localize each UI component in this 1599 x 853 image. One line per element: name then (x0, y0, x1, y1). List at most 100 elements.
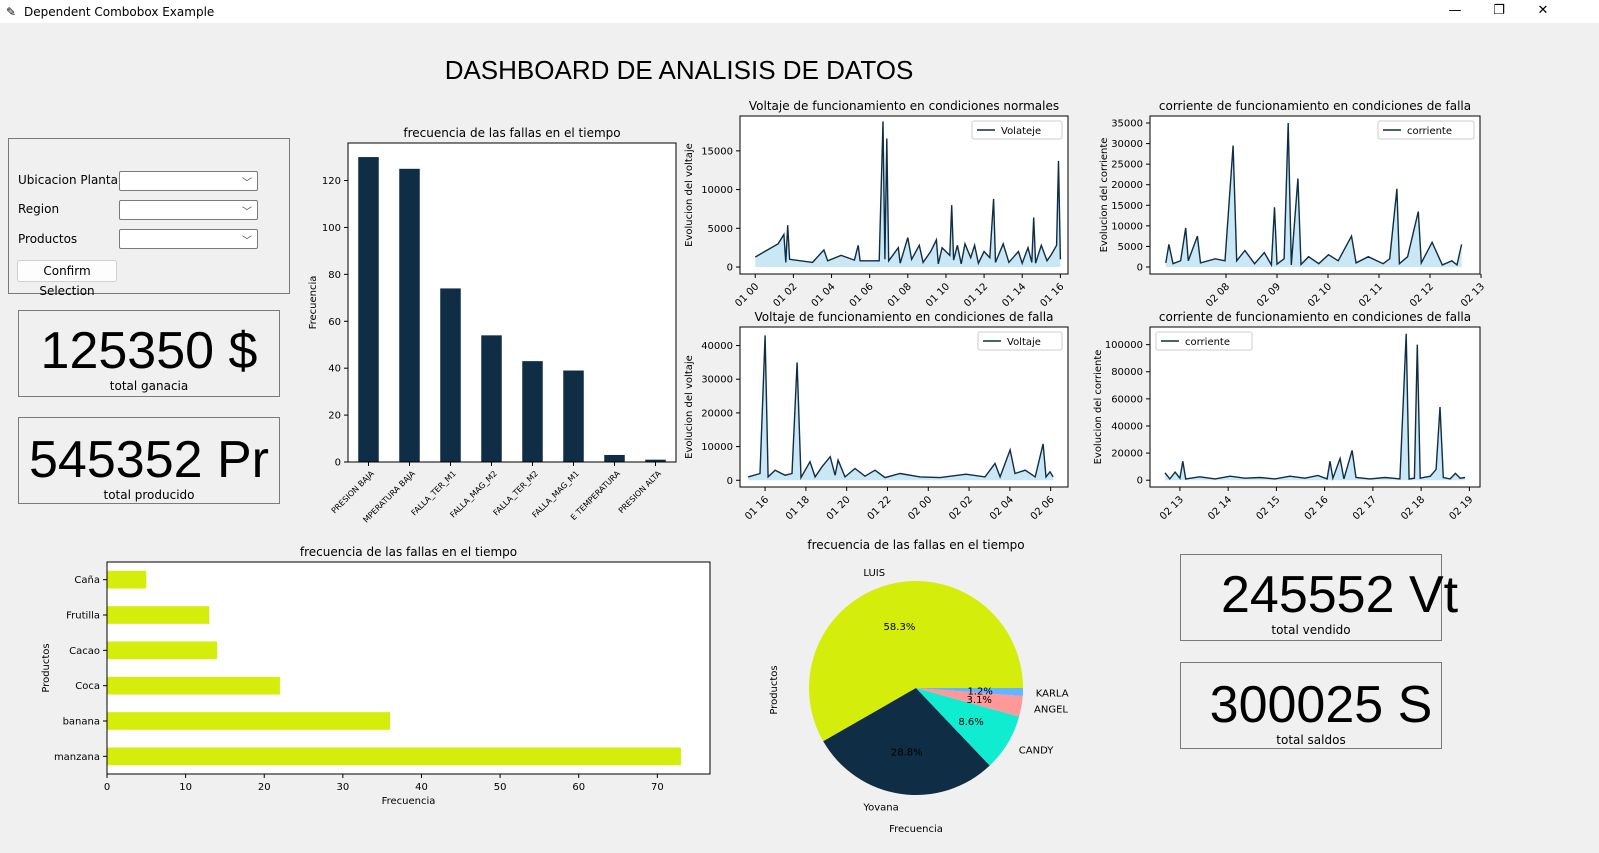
ubicacion-combobox[interactable]: ﹀ (119, 171, 258, 191)
pie-slice (809, 580, 1023, 742)
bar (107, 712, 391, 730)
y-tick-label: 0 (335, 458, 341, 469)
y-tick-label: 20 (328, 411, 341, 422)
x-tick-label: 20 (258, 782, 271, 793)
x-tick-label: 02 13 (1158, 494, 1186, 522)
y-tick-label: 100 (322, 223, 341, 234)
window-title: Dependent Combobox Example (24, 4, 215, 19)
feather-icon: ✎ (6, 4, 17, 19)
kpi-value: 245552 Vt (1221, 566, 1459, 624)
y-tick-label: 10000 (701, 185, 733, 196)
y-tick-label: 40 (328, 364, 341, 375)
maximize-button[interactable]: ❐ (1493, 3, 1505, 18)
chevron-down-icon[interactable]: ﹀ (242, 178, 252, 189)
x-tick-label: 30 (336, 782, 349, 793)
y-tick-label: 15000 (1111, 201, 1143, 212)
chart-title: frecuencia de las fallas en el tiempo (300, 545, 517, 559)
slice-pct-label: 8.6% (958, 717, 983, 728)
legend-label: corriente (1407, 126, 1452, 137)
chevron-down-icon[interactable]: ﹀ (242, 207, 252, 218)
y-tick-label: 40000 (701, 341, 733, 352)
x-axis-label: Frecuencia (382, 796, 436, 807)
region-label: Region (18, 202, 60, 216)
confirm-selection-button[interactable]: Confirm Selection (17, 260, 117, 298)
bar (358, 157, 379, 462)
legend-label: Volateje (1001, 126, 1041, 137)
x-tick-label: 01 22 (866, 494, 894, 522)
y-tick-label: 0 (1137, 476, 1143, 487)
chart-title: frecuencia de las fallas en el tiempo (807, 538, 1024, 552)
y-tick-label: Frutilla (66, 611, 100, 622)
area-fill (1165, 123, 1462, 268)
minimize-button[interactable]: — (1448, 3, 1462, 18)
y-tick-label: 20000 (1111, 449, 1143, 460)
slice-label: KARLA (1036, 689, 1069, 700)
x-tick-label: 01 16 (743, 494, 771, 522)
plot-area (348, 143, 676, 462)
plot-area (1150, 327, 1480, 487)
bar (107, 676, 280, 695)
axes-frame (1149, 115, 1481, 275)
bar (107, 641, 218, 660)
y-tick-label: 0 (1137, 263, 1143, 274)
chart-title: Voltaje de funcionamiento en condiciones… (755, 310, 1054, 324)
x-tick-label: 02 10 (1306, 281, 1334, 309)
x-tick-label: 02 17 (1351, 494, 1379, 522)
slice-label: LUIS (863, 568, 885, 579)
x-tick-label: 01 10 (924, 281, 952, 309)
slice-label: CANDY (1019, 746, 1054, 757)
pie-chart: frecuencia de las fallas en el tiempo LUI… (769, 538, 1069, 835)
chart-title: Voltaje de funcionamiento en condiciones… (749, 99, 1059, 113)
x-tick-label: PRESION ALTA (617, 469, 664, 516)
y-tick-label: 35000 (1111, 118, 1143, 129)
chart-title: corriente de funcionamiento en condicion… (1159, 99, 1471, 113)
x-tick-label: 02 02 (947, 494, 975, 522)
x-tick-label: 01 06 (848, 281, 876, 309)
kpi-total-saldos: 300025 S total saldos (1180, 662, 1442, 749)
bar (107, 606, 210, 624)
kpi-value: 125350 $ (40, 322, 258, 380)
y-tick-label: Cacao (69, 646, 100, 657)
slice-label: ANGEL (1034, 705, 1068, 716)
y-axis-label: Evolucion del corriente (1093, 350, 1104, 465)
y-tick-label: manzana (54, 752, 100, 763)
kpi-value: 300025 S (1209, 676, 1433, 734)
y-tick-label: 30000 (701, 375, 733, 386)
series-line (748, 335, 1054, 481)
close-button[interactable]: ✕ (1537, 3, 1549, 18)
y-tick-label: 5000 (708, 224, 733, 235)
plot-area (740, 327, 1068, 487)
y-tick-label: 10000 (1111, 221, 1143, 232)
x-tick-label: 01 08 (886, 281, 914, 309)
legend: Volateje (971, 120, 1063, 140)
bar (522, 361, 543, 462)
axes-frame (1149, 326, 1481, 488)
series-line (1164, 333, 1466, 481)
slice-pct-label: 28.8% (891, 748, 923, 759)
kpi-total-vendido: 245552 Vt total vendido (1180, 554, 1459, 641)
series-line (754, 121, 1062, 266)
y-axis-label: Evolucion del voltaje (684, 143, 695, 247)
y-tick-label: 80000 (1111, 367, 1143, 378)
chevron-down-icon[interactable]: ﹀ (242, 236, 252, 247)
y-axis-label: Productos (769, 665, 780, 714)
x-axis-label: Frecuencia (889, 824, 943, 835)
region-combobox[interactable]: ﹀ (119, 200, 258, 220)
x-tick-label: 02 16 (1303, 494, 1331, 522)
bar (481, 335, 502, 462)
x-tick-label: 40 (415, 782, 428, 793)
x-tick-label: 01 14 (1000, 281, 1028, 309)
plot-area (740, 116, 1068, 274)
x-tick-label: 60 (572, 782, 585, 793)
productos-combobox[interactable]: ﹀ (119, 229, 258, 249)
x-tick-label: 01 20 (825, 494, 853, 522)
kpi-value: 545352 Pr (29, 431, 269, 489)
y-tick-label: 100000 (1105, 340, 1143, 351)
bar (645, 459, 666, 462)
x-tick-label: 02 06 (1029, 494, 1057, 522)
y-axis-label: Evolucion del voltaje (684, 355, 695, 459)
bar (563, 370, 584, 462)
y-axis-label: Frecuencia (308, 276, 319, 330)
